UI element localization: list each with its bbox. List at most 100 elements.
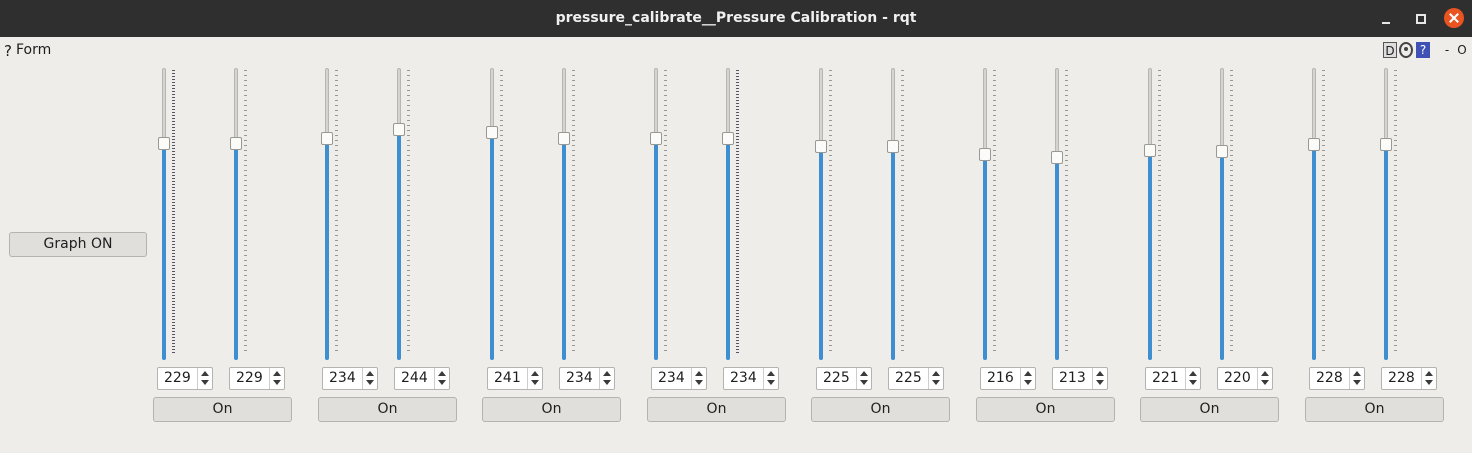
spin-down-icon[interactable] (438, 380, 446, 385)
spin-down-icon[interactable] (767, 380, 775, 385)
pressure-spinbox[interactable]: 241 (487, 367, 543, 390)
slider-handle[interactable] (1051, 151, 1063, 164)
slider-handle[interactable] (158, 137, 170, 150)
pressure-spinbox[interactable]: 244 (394, 367, 450, 390)
dock-d-icon[interactable]: D (1383, 42, 1397, 58)
spinbox-value[interactable]: 213 (1059, 370, 1086, 386)
pressure-slider[interactable] (230, 68, 242, 360)
on-button[interactable]: On (318, 397, 457, 422)
slider-handle[interactable] (650, 132, 662, 145)
spin-up-icon[interactable] (1189, 371, 1197, 376)
slider-handle[interactable] (558, 132, 570, 145)
spin-up-icon[interactable] (1024, 371, 1032, 376)
spinbox-value[interactable]: 221 (1152, 370, 1179, 386)
spin-down-icon[interactable] (1189, 380, 1197, 385)
pressure-spinbox[interactable]: 220 (1217, 367, 1273, 390)
spinbox-value[interactable]: 229 (236, 370, 263, 386)
graph-on-button[interactable]: Graph ON (9, 232, 147, 257)
slider-handle[interactable] (722, 132, 734, 145)
spin-up-icon[interactable] (1425, 371, 1433, 376)
pressure-slider[interactable] (722, 68, 734, 360)
on-button[interactable]: On (1140, 397, 1279, 422)
spinbox-value[interactable]: 220 (1224, 370, 1251, 386)
spin-up-icon[interactable] (1261, 371, 1269, 376)
pressure-slider[interactable] (887, 68, 899, 360)
pressure-slider[interactable] (650, 68, 662, 360)
spinbox-value[interactable]: 244 (401, 370, 428, 386)
on-button[interactable]: On (153, 397, 292, 422)
pressure-slider[interactable] (321, 68, 333, 360)
spin-down-icon[interactable] (932, 380, 940, 385)
slider-handle[interactable] (1216, 145, 1228, 158)
spin-down-icon[interactable] (1096, 380, 1104, 385)
spin-up-icon[interactable] (695, 371, 703, 376)
pressure-spinbox[interactable]: 229 (229, 367, 285, 390)
slider-handle[interactable] (1308, 138, 1320, 151)
spin-up-icon[interactable] (860, 371, 868, 376)
spinbox-value[interactable]: 234 (730, 370, 757, 386)
dock-minimize-icon[interactable]: - (1444, 43, 1450, 57)
pressure-spinbox[interactable]: 228 (1309, 367, 1365, 390)
pressure-spinbox[interactable]: 229 (157, 367, 213, 390)
spin-up-icon[interactable] (767, 371, 775, 376)
slider-handle[interactable] (815, 140, 827, 153)
spin-up-icon[interactable] (932, 371, 940, 376)
spin-up-icon[interactable] (1353, 371, 1361, 376)
spin-down-icon[interactable] (1425, 380, 1433, 385)
spinbox-value[interactable]: 234 (329, 370, 356, 386)
maximize-icon[interactable] (1411, 9, 1429, 27)
minimize-icon[interactable] (1377, 9, 1395, 27)
help-icon[interactable]: ? (1416, 42, 1430, 58)
pressure-slider[interactable] (1216, 68, 1228, 360)
spinbox-value[interactable]: 241 (494, 370, 521, 386)
pressure-spinbox[interactable]: 216 (980, 367, 1036, 390)
pressure-slider[interactable] (558, 68, 570, 360)
spin-down-icon[interactable] (366, 380, 374, 385)
spin-down-icon[interactable] (201, 380, 209, 385)
settings-icon[interactable] (1399, 42, 1413, 58)
pressure-spinbox[interactable]: 221 (1145, 367, 1201, 390)
spinbox-value[interactable]: 229 (164, 370, 191, 386)
pressure-spinbox[interactable]: 234 (559, 367, 615, 390)
slider-handle[interactable] (1144, 144, 1156, 157)
slider-handle[interactable] (979, 148, 991, 161)
pressure-spinbox[interactable]: 225 (888, 367, 944, 390)
pressure-slider[interactable] (815, 68, 827, 360)
pressure-spinbox[interactable]: 228 (1381, 367, 1437, 390)
spin-up-icon[interactable] (366, 371, 374, 376)
pressure-spinbox[interactable]: 234 (322, 367, 378, 390)
spin-down-icon[interactable] (1353, 380, 1361, 385)
spin-up-icon[interactable] (273, 371, 281, 376)
pressure-spinbox[interactable]: 234 (651, 367, 707, 390)
spin-up-icon[interactable] (531, 371, 539, 376)
slider-handle[interactable] (321, 132, 333, 145)
close-icon[interactable] (1444, 8, 1464, 28)
slider-handle[interactable] (230, 137, 242, 150)
pressure-slider[interactable] (979, 68, 991, 360)
spin-down-icon[interactable] (531, 380, 539, 385)
spin-up-icon[interactable] (603, 371, 611, 376)
on-button[interactable]: On (482, 397, 621, 422)
slider-handle[interactable] (887, 140, 899, 153)
pressure-spinbox[interactable]: 213 (1052, 367, 1108, 390)
spinbox-value[interactable]: 225 (823, 370, 850, 386)
spin-up-icon[interactable] (438, 371, 446, 376)
dock-close-icon[interactable]: O (1457, 43, 1467, 57)
spinbox-value[interactable]: 234 (566, 370, 593, 386)
spin-down-icon[interactable] (860, 380, 868, 385)
spinbox-value[interactable]: 228 (1316, 370, 1343, 386)
spinbox-value[interactable]: 225 (895, 370, 922, 386)
on-button[interactable]: On (811, 397, 950, 422)
pressure-slider[interactable] (1308, 68, 1320, 360)
spin-down-icon[interactable] (603, 380, 611, 385)
spin-up-icon[interactable] (1096, 371, 1104, 376)
pressure-spinbox[interactable]: 225 (816, 367, 872, 390)
pressure-slider[interactable] (1380, 68, 1392, 360)
spin-down-icon[interactable] (1261, 380, 1269, 385)
spin-down-icon[interactable] (695, 380, 703, 385)
pressure-slider[interactable] (1144, 68, 1156, 360)
spin-down-icon[interactable] (273, 380, 281, 385)
pressure-slider[interactable] (393, 68, 405, 360)
on-button[interactable]: On (976, 397, 1115, 422)
pressure-slider[interactable] (1051, 68, 1063, 360)
